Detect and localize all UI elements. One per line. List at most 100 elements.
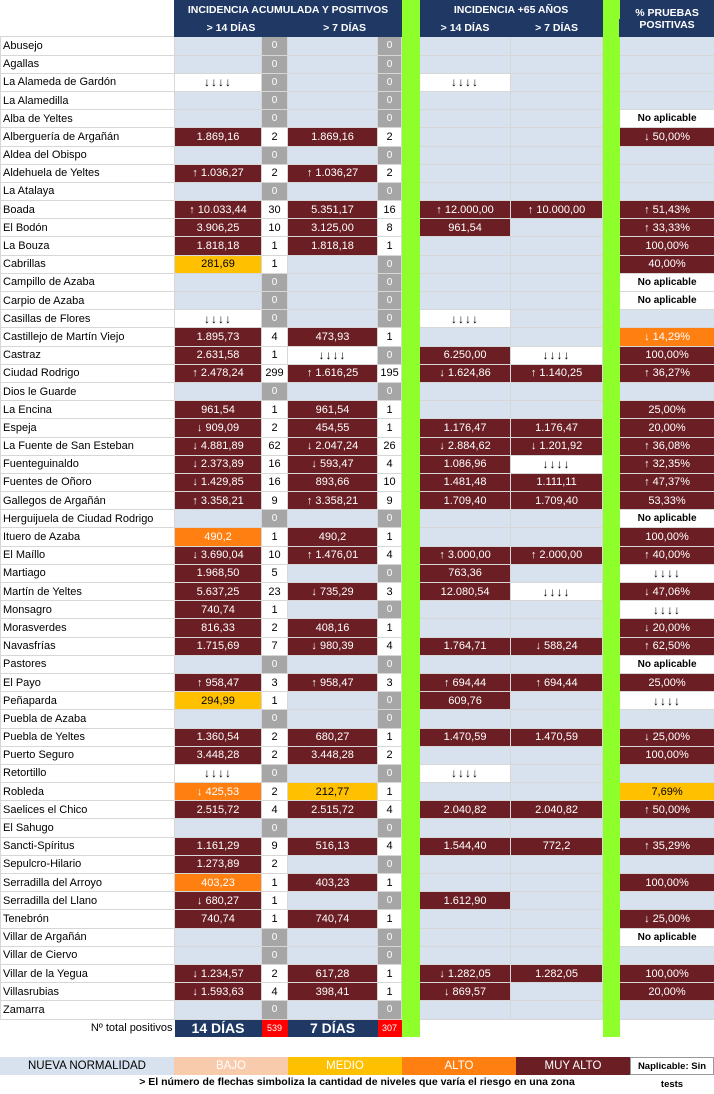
separator-cell [603,273,620,291]
incidence-7-cell: 3.448,28 [288,746,378,764]
municipality-name: Boada [1,201,175,219]
incidence-65-7-cell [511,128,603,146]
positive-tests-cell: 7,69% [620,783,714,801]
incidence-14-cell [175,655,262,673]
positives-7-cell: 0 [378,273,402,291]
incidence-65-7-cell [511,110,603,128]
header-separator [402,1,420,19]
separator-cell [402,673,420,691]
separator-cell [402,855,420,873]
incidence-7-cell [288,601,378,619]
incidence-14-cell: 1.968,50 [175,564,262,582]
incidence-14-cell [175,819,262,837]
positives-14-cell: 2 [262,783,288,801]
incidence-65-14-cell [420,37,511,55]
positive-tests-cell: ↓ 14,29% [620,328,714,346]
separator-cell [402,819,420,837]
positives-14-cell: 0 [262,91,288,109]
incidence-65-14-cell [420,855,511,873]
legend-item: MUY ALTO [516,1057,630,1075]
positive-tests-cell [620,855,714,873]
incidence-65-7-cell: 1.282,05 [511,964,603,982]
positives-14-cell: 2 [262,128,288,146]
totals-7-label: 7 DÍAS [288,1019,378,1037]
positives-7-cell: 0 [378,1001,402,1019]
incidence-7-cell: 680,27 [288,728,378,746]
incidence-65-14-cell: 1.086,96 [420,455,511,473]
incidence-65-14-cell: 12.080,54 [420,583,511,601]
incidence-14-cell: 490,2 [175,528,262,546]
positives-14-cell: 2 [262,964,288,982]
positives-7-cell: 0 [378,601,402,619]
incidence-65-7-cell [511,983,603,1001]
positives-7-cell: 2 [378,164,402,182]
incidence-7-cell [288,255,378,273]
positives-7-cell: 1 [378,237,402,255]
positive-tests-cell [620,892,714,910]
positives-7-cell: 195 [378,364,402,382]
municipality-name: Abusejo [1,37,175,55]
incidence-14-cell [175,37,262,55]
incidence-7-cell: 403,23 [288,874,378,892]
header-row-2: > 14 DÍAS > 7 DÍAS > 14 DÍAS > 7 DÍAS [1,19,714,37]
incidence-65-14-cell [420,601,511,619]
incidence-7-cell: 893,66 [288,473,378,491]
empty-cell [420,1019,511,1037]
municipality-name: Robleda [1,783,175,801]
incidence-65-7-cell [511,819,603,837]
incidence-65-14-cell [420,746,511,764]
incidence-7-cell: 740,74 [288,910,378,928]
separator-cell [603,892,620,910]
incidence-14-cell: ↓ 425,53 [175,783,262,801]
municipality-name: Monsagro [1,601,175,619]
municipality-name: Retortillo [1,764,175,782]
separator-cell [402,292,420,310]
separator-cell [603,801,620,819]
incidence-65-14-cell: 1.176,47 [420,419,511,437]
empty-cell [620,1019,714,1037]
separator-cell [402,110,420,128]
positives-7-cell: 8 [378,219,402,237]
positive-tests-cell: ↓ 47,06% [620,583,714,601]
separator-cell [402,564,420,582]
positive-tests-cell: 20,00% [620,419,714,437]
separator-cell [402,892,420,910]
municipality-name: Agallas [1,55,175,73]
positive-tests-cell: No aplicable [620,655,714,673]
positives-14-cell: 0 [262,73,288,91]
separator-cell [402,401,420,419]
incidence-65-7-cell [511,182,603,200]
incidence-7-cell [288,55,378,73]
separator-cell [603,201,620,219]
incidence-7-cell [288,928,378,946]
municipality-name: Peñaparda [1,692,175,710]
incidence-14-cell: 403,23 [175,874,262,892]
municipality-name: Aldea del Obispo [1,146,175,164]
footnote: > El número de flechas simboliza la cant… [0,1076,714,1092]
incidence-65-7-cell [511,619,603,637]
incidence-14-cell: ↓↓↓↓ [175,73,262,91]
municipality-name: La Fuente de San Esteban [1,437,175,455]
incidence-65-7-cell [511,874,603,892]
separator-cell [603,983,620,1001]
header-pruebas-line2: POSITIVAS [639,19,694,31]
incidence-14-cell: ↓ 2.373,89 [175,455,262,473]
positives-7-cell: 0 [378,855,402,873]
municipality-name: Espeja [1,419,175,437]
incidence-14-cell: 3.906,25 [175,219,262,237]
separator-cell [402,273,420,291]
incidence-65-7-cell [511,382,603,400]
positive-tests-cell: 100,00% [620,746,714,764]
incidence-14-cell: 294,99 [175,692,262,710]
municipality-name: El Payo [1,673,175,691]
municipality-name: La Bouza [1,237,175,255]
municipality-name: Cabrillas [1,255,175,273]
incidence-14-cell: ↓ 680,27 [175,892,262,910]
